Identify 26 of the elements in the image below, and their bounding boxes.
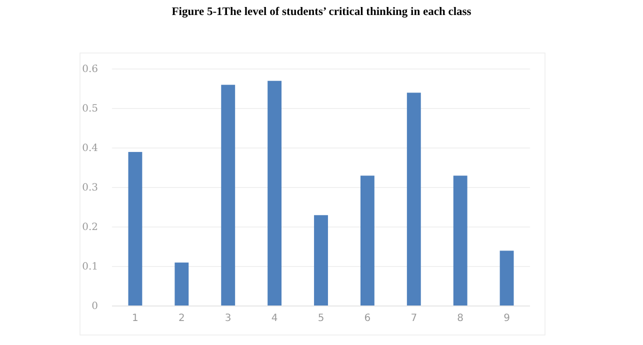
bar [128,152,142,306]
bar [406,92,421,306]
x-tick-label: 5 [318,313,324,324]
chart-title: Figure 5-1The level of students’ critical thinking in each class [172,6,472,18]
x-tick-label: 2 [178,313,185,324]
x-tick-label: 8 [457,313,464,324]
bar [360,176,374,306]
bar [453,176,468,306]
bar [174,262,189,306]
y-tick-label: 0.4 [82,143,98,154]
y-tick-label: 0.5 [82,104,98,115]
x-tick-label: 1 [132,313,138,324]
x-tick-label: 6 [364,313,371,324]
y-tick-label: 0.1 [82,262,98,273]
y-tick-label: 0.6 [82,64,98,76]
y-tick-label: 0 [92,301,98,312]
x-tick-label: 9 [504,313,510,324]
bar [500,250,514,306]
y-tick-label: 0.3 [82,182,98,194]
bar [268,80,282,306]
x-tick-label: 3 [224,313,232,324]
x-tick-label: 7 [410,313,418,324]
bar [314,215,328,306]
bar [221,84,236,306]
y-tick-label: 0.2 [82,222,98,234]
x-tick-label: 4 [271,313,278,324]
